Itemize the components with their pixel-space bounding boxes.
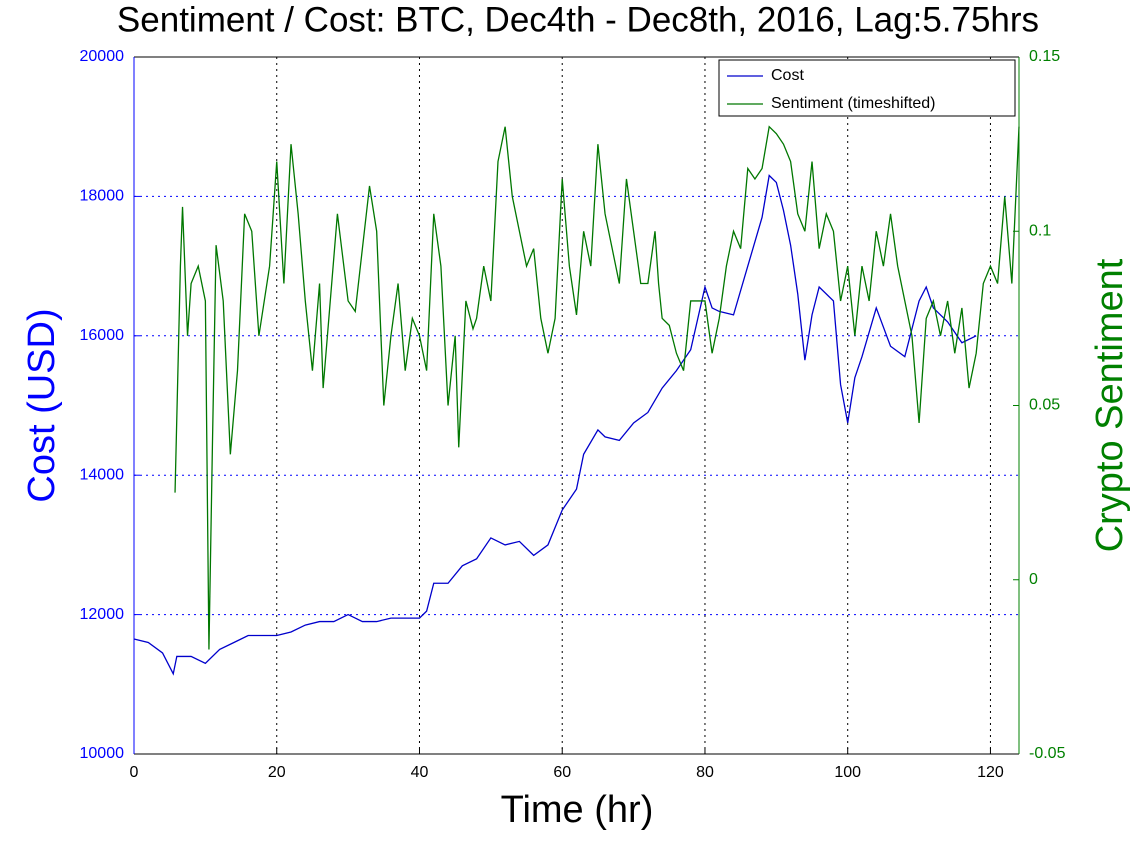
legend-label: Cost	[771, 67, 804, 84]
legend-label: Sentiment (timeshifted)	[771, 95, 936, 112]
y-tick-label: 12000	[80, 606, 125, 623]
legend-box	[718, 59, 1016, 117]
y2-tick-label: 0.1	[1029, 222, 1051, 239]
y2-tick-label: 0	[1029, 571, 1038, 588]
x-tick-label: 120	[977, 764, 1004, 781]
x-axis-label: Time (hr)	[501, 789, 654, 831]
x-tick-label: 20	[268, 764, 286, 781]
y2-tick-label: -0.05	[1029, 745, 1066, 762]
y-tick-label: 18000	[80, 188, 125, 205]
series-line	[174, 125, 1020, 650]
series-line	[133, 174, 977, 676]
x-tick-label: 100	[834, 764, 861, 781]
y2-tick-label: 0.05	[1029, 397, 1060, 414]
y-tick-label: 10000	[80, 745, 125, 762]
y2-axis-label: Crypto Sentiment	[1089, 258, 1131, 552]
y-axis-label: Cost (USD)	[21, 308, 63, 502]
y2-tick-label: 0.15	[1029, 48, 1060, 65]
x-tick-label: 80	[696, 764, 714, 781]
y-tick-label: 14000	[80, 466, 125, 483]
x-tick-label: 0	[130, 764, 139, 781]
x-tick-label: 40	[411, 764, 429, 781]
y-tick-label: 16000	[80, 327, 125, 344]
chart-title: Sentiment / Cost: BTC, Dec4th - Dec8th, …	[117, 0, 1039, 39]
y-tick-label: 20000	[80, 48, 125, 65]
x-tick-label: 60	[553, 764, 571, 781]
